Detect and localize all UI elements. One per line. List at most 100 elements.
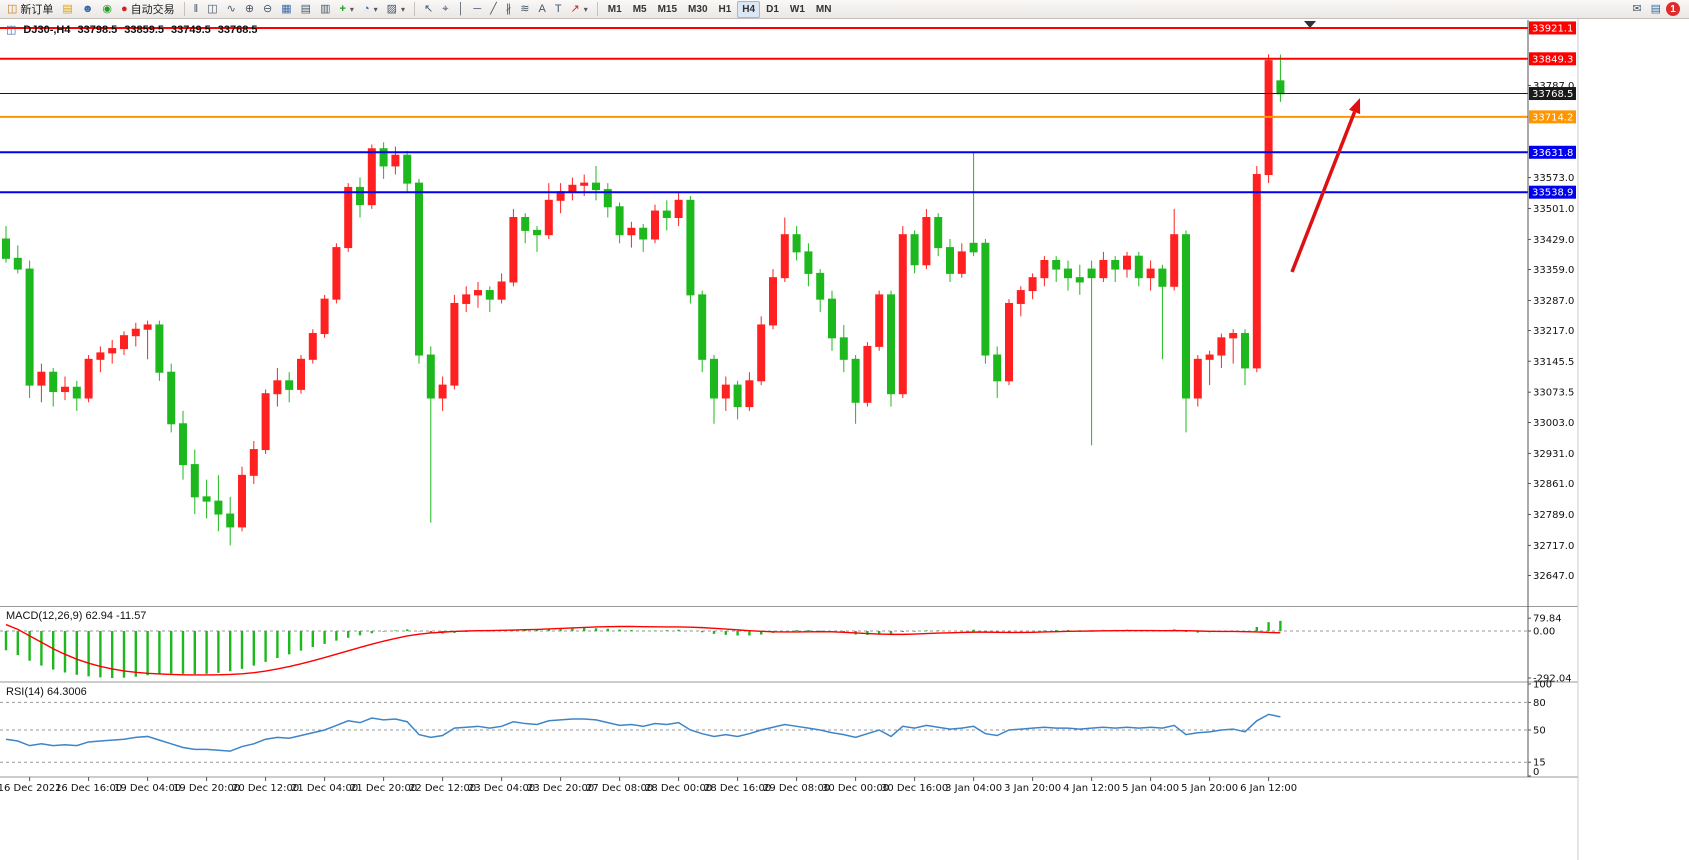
market-watch-button[interactable]: ☻ (78, 1, 98, 18)
timeframe-button-M30[interactable]: M30 (683, 1, 712, 18)
candle-body (1123, 255, 1131, 270)
macd-axis-label: -292.04 (1533, 673, 1572, 684)
mail-button[interactable]: ✉ (1628, 1, 1645, 18)
templates-icon: ▨ (386, 2, 398, 15)
time-label: 23 Dec 20:00 (527, 783, 594, 794)
symbol-chart-icon: ◫ (6, 23, 17, 36)
autotrading-button[interactable]: ● 自动交易 (117, 1, 179, 18)
zoom-out-button[interactable]: ⊖ (259, 1, 276, 18)
timeframe-button-W1[interactable]: W1 (785, 1, 810, 18)
tile-windows-button[interactable]: ▦ (277, 1, 295, 18)
time-label: 19 Dec 20:00 (173, 783, 240, 794)
candle-body (757, 324, 766, 382)
profiles-icon: ▤ (62, 2, 73, 15)
arrow-tool-button[interactable]: ↗ ▾ (567, 1, 592, 18)
candle-body (568, 184, 577, 193)
time-label: 23 Dec 04:00 (468, 783, 535, 794)
candle-body (285, 380, 294, 390)
label-button[interactable]: T (551, 1, 566, 18)
price-low: 33749.5 (171, 24, 211, 36)
candle-body (379, 148, 388, 167)
candle-body (403, 154, 412, 184)
candle-body (1158, 268, 1167, 287)
timeframe-button-H1[interactable]: H1 (714, 1, 737, 18)
candle-body (1276, 80, 1285, 95)
candle-body (627, 227, 636, 236)
candle-body (1099, 259, 1108, 279)
rsi-axis-label: 100 (1533, 680, 1552, 691)
candle-body (108, 348, 117, 354)
timeframe-button-M1[interactable]: M1 (603, 1, 627, 18)
time-label: 22 Dec 12:00 (409, 783, 476, 794)
profiles-button[interactable]: ▤ (58, 1, 76, 18)
timeframe-button-D1[interactable]: D1 (761, 1, 784, 18)
time-label: 27 Dec 08:00 (586, 783, 653, 794)
candle-body (816, 272, 825, 300)
text-button[interactable]: A (534, 1, 549, 18)
channel-button[interactable]: ∦ (502, 1, 516, 18)
candle-body (1134, 255, 1143, 279)
horizontal-line-button[interactable]: ─ (469, 1, 485, 18)
candle-body (615, 206, 624, 236)
price-badge (1529, 87, 1576, 101)
price-badge (1529, 52, 1576, 66)
chevron-down-icon: ▾ (583, 4, 588, 14)
candle-body (249, 449, 258, 476)
chevron-down-icon: ▾ (401, 4, 406, 14)
timeframe-button-H4[interactable]: H4 (737, 0, 761, 18)
trend-arrow-line[interactable] (1290, 111, 1357, 273)
crosshair-button[interactable]: ⌖ (438, 1, 452, 18)
tile-windows-icon: ▦ (281, 2, 292, 15)
rsi-line (5, 713, 1281, 752)
candle-body (580, 182, 589, 186)
zoom-in-button[interactable]: ⊕ (241, 1, 258, 18)
tile-horizontal-button[interactable]: ▥ (316, 1, 334, 18)
time-label: 16 Dec 2022 (0, 783, 62, 794)
timeframe-button-M5[interactable]: M5 (628, 1, 652, 18)
label-icon: T (554, 2, 562, 15)
vertical-line-button[interactable]: │ (453, 1, 468, 18)
macd-axis-label: 79.84 (1533, 614, 1562, 625)
templates-button[interactable]: ▨ ▾ (383, 1, 409, 18)
candle-body (1217, 337, 1226, 356)
timeframe-button-M15[interactable]: M15 (653, 1, 682, 18)
rsi-indicator-label: RSI(14) 64.3006 (6, 686, 87, 698)
price-label: 33217.0 (1533, 326, 1574, 337)
zoom-out-icon: ⊖ (263, 2, 273, 15)
macd-axis-label: 0.00 (1533, 627, 1555, 638)
fibonacci-button[interactable]: ≋ (516, 1, 533, 18)
trend-arrow-head[interactable] (1348, 98, 1361, 115)
navigator-button[interactable]: ◉ (98, 1, 116, 18)
timeframe-button-MN[interactable]: MN (811, 1, 837, 18)
mail-icon: ✉ (1632, 2, 1642, 15)
candle-body (839, 337, 848, 360)
candle-body (261, 393, 270, 451)
cursor-button[interactable]: ↖ (420, 1, 437, 18)
chart-header: ◫ DJ30-,H4 33798.5 33859.5 33749.5 33768… (6, 24, 258, 36)
price-badge (1529, 185, 1576, 199)
candle-body (426, 354, 435, 399)
indicators-button[interactable]: + ▾ (335, 1, 357, 18)
candle-body (710, 358, 718, 399)
candle-body (1205, 354, 1214, 360)
price-badge-label: 33714.2 (1532, 112, 1573, 123)
cascade-windows-button[interactable]: ▤ (297, 1, 315, 18)
line-chart-button[interactable]: ∿ (223, 1, 240, 18)
time-label: 20 Dec 12:00 (232, 783, 299, 794)
candle-body (1040, 259, 1049, 279)
trendline-button[interactable]: ╱ (486, 1, 501, 18)
tile-horizontal-icon: ▥ (320, 2, 331, 15)
price-high: 33859.5 (124, 24, 165, 36)
candle-body (49, 371, 58, 393)
news-button[interactable]: ▤ (1647, 1, 1665, 18)
new-order-button[interactable]: ◫ 新订单 (3, 1, 57, 18)
candle-body (639, 227, 648, 240)
notifications-badge[interactable]: 1 (1666, 2, 1680, 16)
periods-button[interactable]: ◔ ▾ (359, 1, 382, 18)
candle-body (592, 182, 600, 191)
chart-shift-marker[interactable] (1304, 21, 1316, 28)
candle-body (1052, 259, 1061, 270)
bar-chart-button[interactable]: ‖ (190, 1, 203, 18)
candlestick-chart-button[interactable]: ◫ (203, 1, 221, 18)
